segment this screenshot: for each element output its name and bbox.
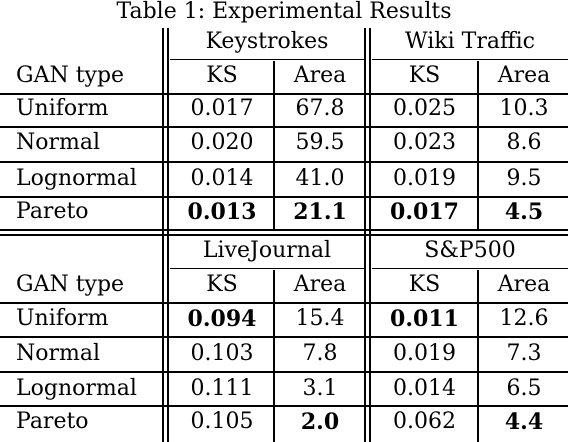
table-cell-best: 4.4 — [504, 409, 544, 435]
table-cell: 0.019 — [393, 166, 456, 191]
row-label-lognormal: Lognormal — [16, 376, 137, 401]
column-separator-double — [162, 28, 164, 442]
table-cell-best: 0.011 — [390, 306, 459, 332]
table-cell: 41.0 — [295, 166, 345, 191]
row-label-pareto: Pareto — [16, 199, 89, 224]
row-header-label: GAN type — [16, 63, 125, 88]
row-label-uniform: Uniform — [16, 306, 109, 331]
row-label-pareto: Pareto — [16, 409, 89, 434]
row-rule — [0, 161, 568, 163]
column-separator-double — [167, 28, 169, 442]
group-separator-double — [364, 28, 366, 442]
table-cell: 0.019 — [393, 341, 456, 366]
group-header-keystrokes: Keystrokes — [205, 29, 329, 54]
table-cell: 0.111 — [190, 376, 254, 401]
table-cell: 15.4 — [295, 306, 345, 331]
table-cell-best: 4.5 — [504, 199, 544, 225]
row-rule — [0, 371, 568, 373]
column-separator — [477, 270, 479, 442]
table-cell: 0.014 — [190, 166, 254, 191]
table-cell: 6.5 — [506, 376, 542, 401]
table-cell: 59.5 — [295, 130, 345, 155]
table-cell: 0.103 — [190, 341, 254, 366]
row-label-normal: Normal — [16, 130, 101, 155]
table-cell-best: 0.017 — [390, 199, 459, 225]
group-header-sp500: S&P500 — [424, 238, 516, 263]
table-cell: 0.014 — [393, 376, 456, 401]
column-header-ks: KS — [408, 63, 441, 88]
row-label-lognormal: Lognormal — [16, 166, 137, 191]
column-header-ks: KS — [408, 272, 441, 297]
table-cell: 67.8 — [295, 96, 345, 121]
table-cell-best: 0.094 — [187, 306, 257, 332]
table-cell: 0.017 — [190, 96, 254, 121]
group-separator-double — [369, 28, 371, 442]
row-label-normal: Normal — [16, 341, 101, 366]
table-cell: 0.105 — [190, 409, 254, 434]
header-rule — [0, 93, 568, 95]
column-header-area: Area — [497, 63, 551, 88]
table-cell: 7.8 — [302, 341, 338, 366]
group-header-wiki-traffic: Wiki Traffic — [405, 29, 535, 54]
table-cell: 0.062 — [393, 409, 456, 434]
row-rule — [0, 126, 568, 128]
header-rule — [0, 302, 568, 304]
column-separator — [273, 270, 275, 442]
table-cell: 7.3 — [506, 341, 542, 366]
row-header-label: GAN type — [16, 272, 125, 297]
column-header-area: Area — [293, 63, 347, 88]
panel-separator-rule — [0, 234, 568, 236]
row-rule — [0, 336, 568, 338]
table-cell: 0.020 — [190, 130, 254, 155]
table-caption: Table 1: Experimental Results — [116, 0, 452, 24]
table-cell: 8.6 — [506, 130, 542, 155]
table-cell-best: 21.1 — [293, 199, 347, 225]
column-header-ks: KS — [206, 272, 238, 297]
panel-separator-rule — [0, 229, 568, 231]
table-cell-best: 2.0 — [300, 409, 340, 435]
group-rule-wiki-traffic — [372, 59, 568, 60]
group-rule-sp500 — [372, 268, 568, 269]
column-separator — [477, 61, 479, 229]
table-cell: 10.3 — [499, 96, 549, 121]
group-rule-keystrokes — [170, 59, 364, 60]
column-separator — [273, 61, 275, 229]
row-rule — [0, 405, 568, 407]
table-cell: 0.023 — [393, 130, 456, 155]
row-label-uniform: Uniform — [16, 96, 109, 121]
table-cell: 0.025 — [393, 96, 456, 121]
column-header-area: Area — [293, 272, 347, 297]
column-header-ks: KS — [206, 63, 238, 88]
table-cell: 9.5 — [506, 166, 542, 191]
column-header-area: Area — [497, 272, 551, 297]
group-rule-livejournal — [170, 268, 364, 269]
table-cell-best: 0.013 — [187, 199, 257, 225]
table-cell: 3.1 — [302, 376, 338, 401]
row-rule — [0, 196, 568, 198]
group-header-livejournal: LiveJournal — [202, 238, 332, 263]
table-cell: 12.6 — [499, 306, 549, 331]
